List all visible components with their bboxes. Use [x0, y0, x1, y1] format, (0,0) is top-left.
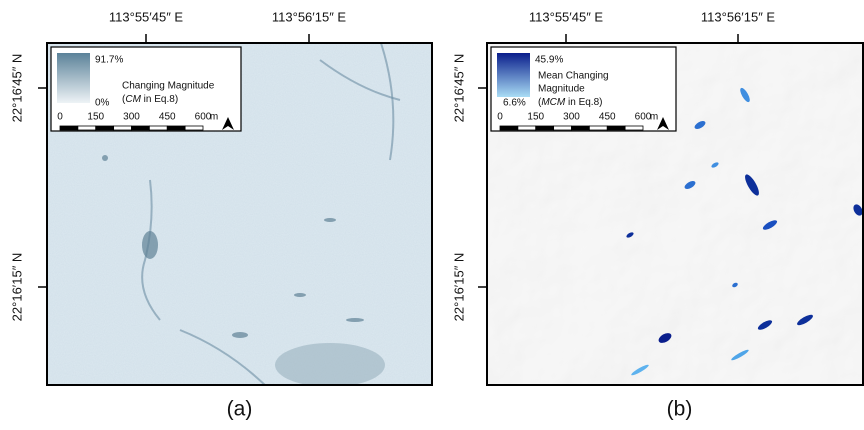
panel-caption: (a) [227, 398, 253, 421]
y-tick-label: 22°16′15″ N [451, 253, 466, 322]
scale-segment [132, 126, 150, 130]
scale-segment [554, 126, 572, 130]
scale-segment [167, 126, 185, 130]
panel-caption: (b) [667, 398, 693, 421]
map-feature [102, 155, 108, 161]
legend-note-part: in Eq.8) [565, 97, 602, 108]
scale-label: 300 [563, 112, 580, 123]
scale-segment [518, 126, 536, 130]
legend-swatch [57, 53, 90, 103]
legend-swatch [497, 53, 530, 97]
legend-min: 0% [95, 98, 110, 109]
map-feature [346, 318, 364, 322]
y-tick-label: 22°16′45″ N [9, 54, 24, 123]
scale-label: 0 [57, 112, 63, 123]
legend-note: (MCM in Eq.8) [538, 97, 602, 108]
map-feature [275, 343, 385, 387]
scale-segment [589, 126, 607, 130]
scale-segment [536, 126, 554, 130]
legend: 91.7% 0% Changing Magnitude (CM in Eq.8) 0 15… [51, 47, 241, 131]
legend-note-part: in Eq.8) [141, 94, 178, 105]
scale-segment [149, 126, 167, 130]
scale-label: 450 [159, 112, 176, 123]
scale-label: 300 [123, 112, 140, 123]
legend-note-part: MCM [541, 97, 566, 108]
legend-title: Mean Changing [538, 71, 609, 82]
x-tick-label: 113°55′45″ E [109, 9, 183, 24]
scale-segment [114, 126, 132, 130]
scale-segment [96, 126, 114, 130]
y-tick-label: 22°16′45″ N [451, 54, 466, 123]
legend-max: 45.9% [535, 55, 563, 66]
scale-segment [607, 126, 625, 130]
scale-segment [500, 126, 518, 130]
map-panel: 113°55′45″ E 113°56′15″ E 22°16′45″ N 22°16… [451, 9, 864, 420]
map-feature [294, 293, 306, 297]
scale-label: m [210, 112, 218, 123]
scale-segment [78, 126, 96, 130]
scale-segment [185, 126, 203, 130]
legend-min: 6.6% [503, 98, 526, 109]
scale-segment [572, 126, 590, 130]
map-feature [232, 332, 248, 338]
scale-label: m [650, 112, 658, 123]
x-tick-label: 113°56′15″ E [701, 9, 775, 24]
legend-title: Magnitude [538, 84, 585, 95]
scale-label: 150 [527, 112, 544, 123]
legend-max: 91.7% [95, 55, 123, 66]
legend-title: Changing Magnitude [122, 81, 215, 92]
y-tick-label: 22°16′15″ N [9, 253, 24, 322]
legend: 45.9% 6.6% Mean Changing Magnitude (MCM in E… [491, 47, 676, 131]
scale-label: 450 [599, 112, 616, 123]
map-feature [142, 231, 158, 259]
scale-label: 0 [497, 112, 503, 123]
map-panel: 113°55′45″ E 113°56′15″ E 22°16′45″ N 22°16… [9, 9, 432, 420]
scale-segment [60, 126, 78, 130]
map-feature [324, 218, 336, 222]
figure: 113°55′45″ E 113°56′15″ E 22°16′45″ N 22°16… [0, 0, 864, 430]
legend-note: (CM in Eq.8) [122, 94, 178, 105]
legend-note-part: CM [125, 94, 141, 105]
scale-segment [625, 126, 643, 130]
scale-label: 150 [87, 112, 104, 123]
x-tick-label: 113°56′15″ E [272, 9, 346, 24]
x-tick-label: 113°55′45″ E [529, 9, 603, 24]
